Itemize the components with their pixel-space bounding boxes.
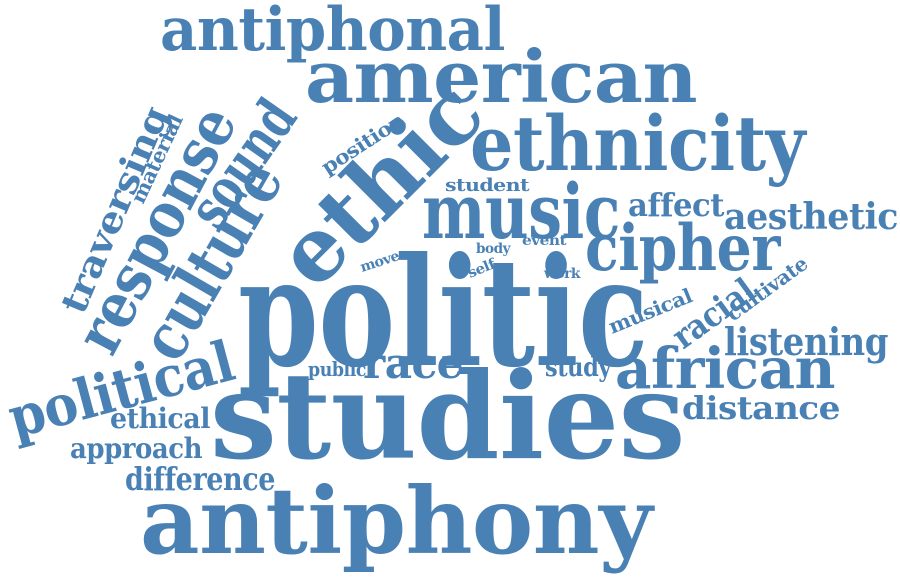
word-ethical: ethical — [110, 402, 210, 435]
word-antiphonal: antiphonal — [160, 0, 505, 65]
word-student: student — [445, 175, 530, 196]
word-cipher: cipher — [585, 211, 782, 286]
word-aesthetic: aesthetic — [724, 196, 898, 238]
word-music: music — [422, 167, 620, 256]
word-politic: politic — [238, 225, 648, 401]
word-approach: approach — [70, 432, 202, 465]
word-event: event — [522, 233, 567, 249]
word-studies: studies — [210, 346, 685, 487]
word-listening: listening — [724, 319, 888, 364]
word-antiphony: antiphony — [140, 467, 655, 575]
word-difference: difference — [125, 460, 275, 498]
word-public: public — [308, 357, 366, 381]
word-ethnicity: ethnicity — [470, 99, 807, 188]
word-african: african — [615, 336, 835, 402]
word-work: work — [543, 266, 581, 282]
word-american: american — [305, 34, 697, 119]
word-affect: affect — [628, 186, 725, 224]
word-study: study — [545, 353, 612, 383]
word-distance: distance — [682, 389, 840, 427]
word-race: race — [363, 339, 463, 388]
word-body: body — [476, 241, 511, 257]
